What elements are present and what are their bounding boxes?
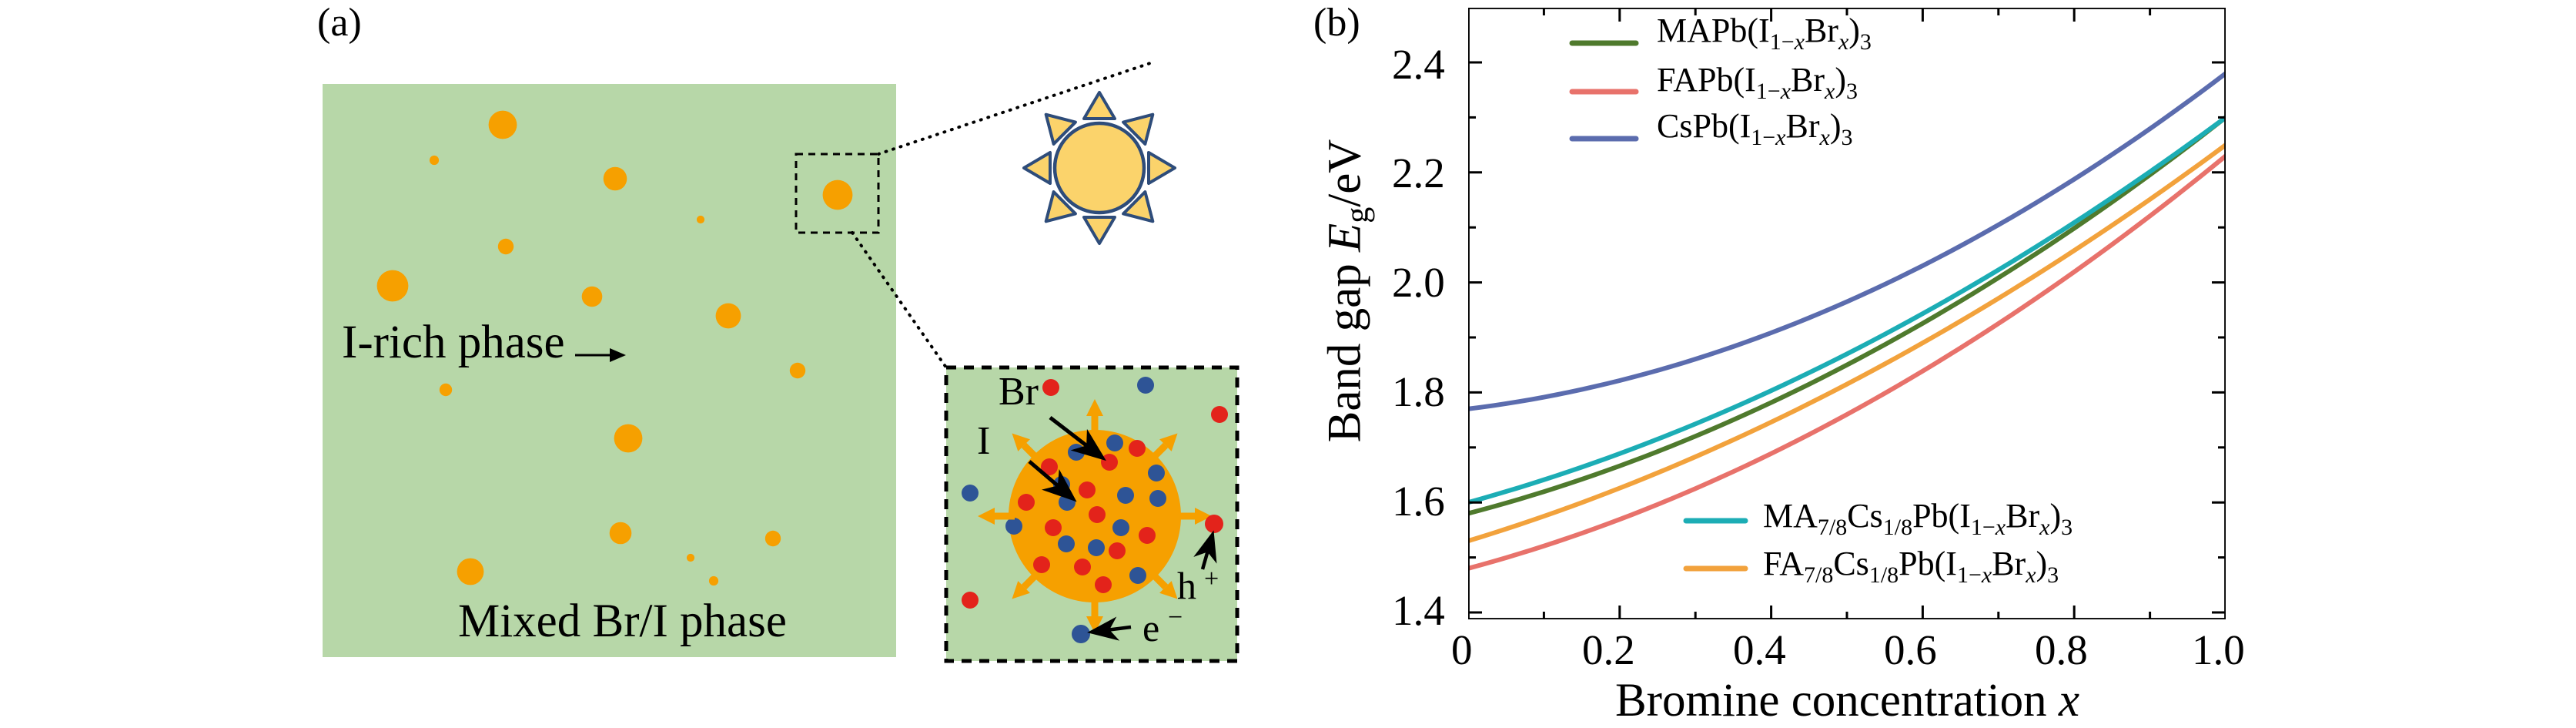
svg-text:I: I (977, 419, 990, 463)
svg-text:−: − (1168, 603, 1183, 632)
svg-text:e: e (1142, 606, 1159, 649)
svg-text:Br: Br (999, 370, 1039, 414)
svg-text:+: + (1204, 565, 1219, 593)
svg-text:h: h (1177, 564, 1196, 607)
